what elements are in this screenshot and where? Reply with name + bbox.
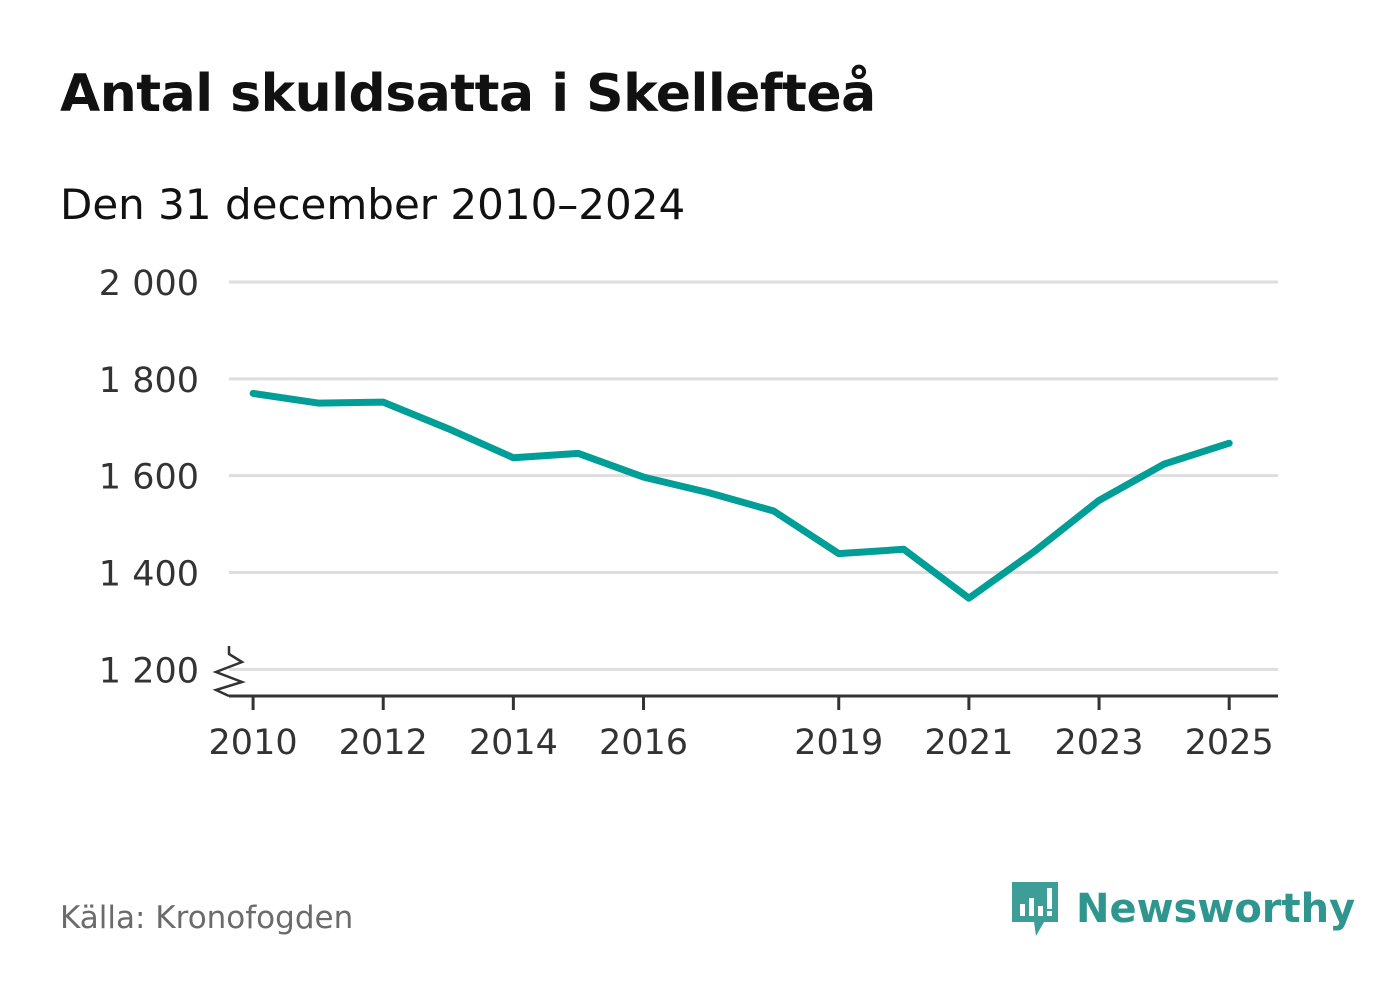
brand-logo: Newsworthy	[1010, 876, 1355, 942]
y-tick-label-1: 1 400	[99, 555, 199, 595]
x-tick-label-2021: 2021	[924, 723, 1013, 763]
series-layer	[249, 389, 1233, 602]
chart-subtitle: Den 31 december 2010–2024	[60, 180, 686, 229]
source-note: Källa: Kronofogden	[60, 900, 354, 936]
gridlines	[229, 280, 1278, 671]
y-axis: 1 200 1 400 1 600 1 800 2 000	[99, 264, 246, 698]
chart-title: Antal skuldsatta i Skellefteå	[60, 64, 876, 124]
x-tick-label-2010: 2010	[209, 723, 298, 763]
y-tick-label-4: 2 000	[99, 264, 199, 304]
x-tick-label-2016: 2016	[599, 723, 688, 763]
series-line-0	[249, 389, 1233, 602]
x-tick-label-2019: 2019	[794, 723, 883, 763]
x-axis: 2010 2012 2014 2016 2019 2021 2023 2025	[209, 694, 1278, 763]
axis-break-symbol	[212, 646, 246, 698]
newsworthy-logo-icon	[1012, 882, 1058, 936]
y-tick-label-0: 1 200	[99, 651, 199, 691]
y-tick-label-2: 1 600	[99, 458, 199, 498]
x-tick-label-2012: 2012	[339, 723, 428, 763]
y-tick-label-3: 1 800	[99, 361, 199, 401]
x-tick-label-2025: 2025	[1185, 723, 1274, 763]
brand-name: Newsworthy	[1076, 886, 1356, 932]
x-tick-label-2014: 2014	[469, 723, 558, 763]
x-tick-label-2023: 2023	[1055, 723, 1144, 763]
